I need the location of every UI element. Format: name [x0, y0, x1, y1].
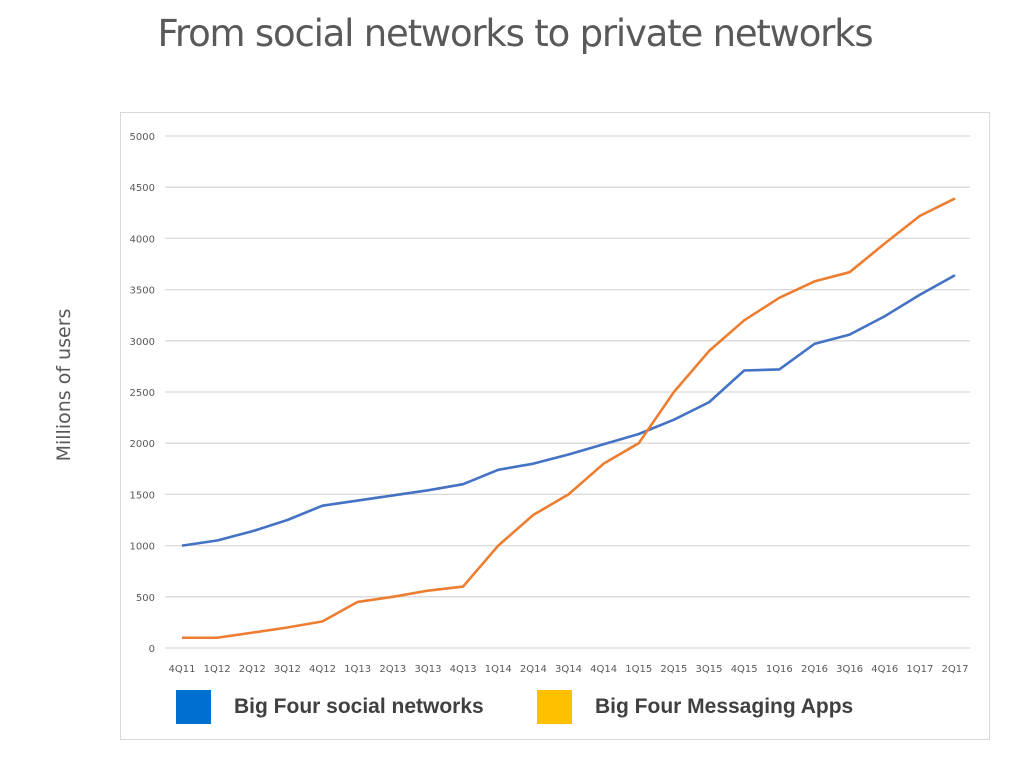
chart-frame — [120, 112, 990, 740]
y-tick-label: 0 — [149, 644, 155, 655]
legend-label-messaging: Big Four Messaging Apps — [595, 695, 854, 718]
x-tick-label: 3Q16 — [836, 664, 863, 675]
x-tick-label: 1Q14 — [485, 664, 512, 675]
y-tick-label: 1000 — [130, 542, 155, 553]
slide-title: From social networks to private networks — [157, 12, 874, 55]
series-line-messaging — [182, 197, 956, 640]
y-tick-label: 2500 — [130, 388, 155, 399]
x-tick-label: 4Q14 — [590, 664, 617, 675]
legend-swatch-messaging — [537, 690, 572, 724]
x-tick-label: 2Q14 — [520, 664, 547, 675]
y-tick-label: 5000 — [130, 132, 155, 143]
x-tick-label: 1Q12 — [204, 664, 231, 675]
y-tick-label: 3500 — [130, 286, 155, 297]
x-tick-label: 1Q17 — [906, 664, 933, 675]
x-tick-label: 4Q15 — [731, 664, 758, 675]
x-tick-label: 1Q15 — [625, 664, 652, 675]
y-tick-label: 2000 — [130, 439, 155, 450]
legend-label-social: Big Four social networks — [234, 695, 484, 718]
x-tick-label: 2Q13 — [379, 664, 406, 675]
x-tick-label: 2Q17 — [942, 664, 969, 675]
x-tick-label: 1Q13 — [344, 664, 371, 675]
x-tick-label: 2Q16 — [801, 664, 828, 675]
x-tick-label: 3Q13 — [414, 664, 441, 675]
y-tick-label: 3000 — [130, 337, 155, 348]
x-tick-label: 3Q15 — [696, 664, 723, 675]
x-tick-label: 4Q16 — [871, 664, 898, 675]
x-tick-label: 3Q14 — [555, 664, 582, 675]
x-tick-label: 1Q16 — [766, 664, 793, 675]
x-tick-label: 3Q12 — [274, 664, 301, 675]
y-tick-label: 4500 — [130, 183, 155, 194]
legend-item-social: Big Four social networks — [176, 690, 484, 724]
x-tick-label: 4Q11 — [169, 664, 196, 675]
x-tick-label: 4Q12 — [309, 664, 336, 675]
x-tick-label: 2Q15 — [660, 664, 687, 675]
legend-item-messaging: Big Four Messaging Apps — [537, 690, 853, 724]
series-line-social — [181, 274, 956, 547]
y-tick-label: 1500 — [130, 490, 155, 501]
legend-swatch-social — [176, 690, 211, 724]
y-tick-label: 4000 — [130, 234, 155, 245]
x-tick-label: 4Q13 — [450, 664, 477, 675]
y-tick-label: 500 — [136, 593, 155, 604]
x-tick-label: 2Q12 — [239, 664, 266, 675]
